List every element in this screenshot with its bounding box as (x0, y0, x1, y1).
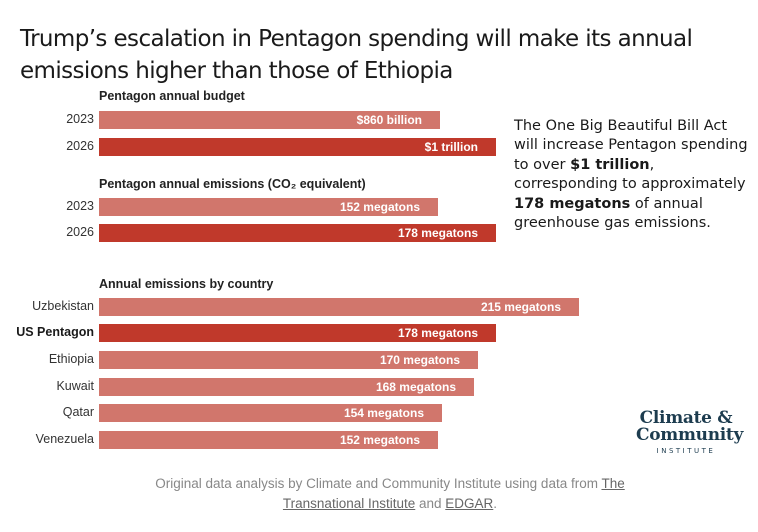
logo-line-2: Community (636, 425, 744, 445)
bar-2-2026: 178 megatons (99, 224, 496, 242)
bar-value-label: 178 megatons (397, 326, 478, 340)
category-label-2023: 2023 (66, 199, 94, 213)
bar-value-label: 168 megatons (375, 380, 456, 394)
logo-line-3: INSTITUTE (656, 447, 716, 455)
bar-value-label: 152 megatons (339, 200, 420, 214)
bar-1-2023: $860 billion (99, 111, 440, 129)
bar-1-2026: $1 trillion (99, 138, 496, 156)
footer-text-3: . (493, 496, 498, 511)
category-label-ethiopia: Ethiopia (48, 352, 94, 366)
category-label-kuwait: Kuwait (56, 379, 94, 393)
bar-value-label: 215 megatons (480, 300, 561, 314)
section-title-2: Pentagon annual emissions (CO₂ equivalen… (99, 177, 366, 191)
logo-line-1: Climate & (639, 408, 733, 428)
bar-3-venezuela: 152 megatons (99, 431, 438, 449)
note-text-2: , corresponding to approximately (514, 156, 746, 193)
source-footer: Original data analysis by Climate and Co… (130, 474, 650, 514)
bar-value-label: 178 megatons (397, 226, 478, 240)
bar-value-label: $1 trillion (424, 140, 478, 154)
note-text-1: The One Big Beautiful Bill Act will incr… (514, 118, 748, 173)
bar-value-label: $860 billion (356, 113, 422, 127)
bar-3-us-pentagon: 178 megatons (99, 324, 496, 342)
note-bold-2: 178 megatons (514, 195, 631, 212)
bar-3-ethiopia: 170 megatons (99, 351, 478, 369)
category-label-uzbekistan: Uzbekistan (32, 299, 94, 313)
section-title-1: Pentagon annual budget (99, 89, 245, 103)
category-label-venezuela: Venezuela (35, 432, 94, 446)
footer-text-2: and (415, 496, 446, 511)
annotation-note: The One Big Beautiful Bill Act will incr… (514, 117, 754, 233)
category-label-2026: 2026 (66, 225, 94, 239)
note-bold-1: $1 trillion (570, 156, 650, 173)
bar-3-uzbekistan: 215 megatons (99, 298, 579, 316)
bar-3-kuwait: 168 megatons (99, 378, 474, 396)
bar-value-label: 152 megatons (339, 433, 420, 447)
climate-community-institute-logo: Climate & Community INSTITUTE (636, 408, 744, 456)
bar-value-label: 154 megatons (343, 406, 424, 420)
link-edgar[interactable]: EDGAR (445, 496, 494, 511)
bar-2-2023: 152 megatons (99, 198, 438, 216)
category-label-qatar: Qatar (62, 405, 94, 419)
note-text-3: of annual greenhouse gas emissions. (514, 195, 711, 232)
category-label-2023: 2023 (66, 112, 94, 126)
category-label-2026: 2026 (66, 139, 94, 153)
category-label-us-pentagon: US Pentagon (16, 325, 94, 339)
bar-3-qatar: 154 megatons (99, 404, 442, 422)
section-title-3: Annual emissions by country (99, 277, 274, 291)
footer-text-1: Original data analysis by Climate and Co… (155, 476, 602, 491)
link-transnational-institute[interactable]: The Transnational Institute (282, 476, 625, 511)
bar-value-label: 170 megatons (379, 353, 460, 367)
chart-title: Trump’s escalation in Pentagon spending … (20, 26, 693, 85)
